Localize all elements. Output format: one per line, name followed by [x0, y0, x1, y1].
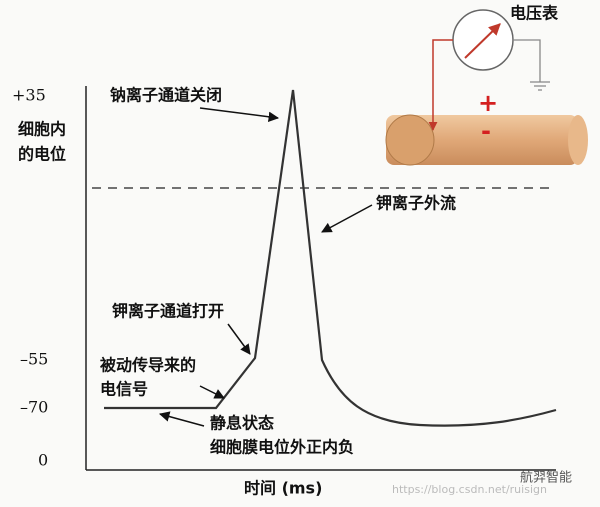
annotation: 细胞膜电位外正内负 [210, 438, 354, 457]
potential-curve [104, 89, 557, 427]
axon-face [385, 114, 435, 166]
plus: + [478, 89, 498, 117]
wire [513, 39, 541, 82]
needle [464, 23, 501, 59]
annotation-arrow [227, 323, 251, 355]
annotation: 钠离子通道关闭 [110, 86, 222, 105]
tick-label: +35 [12, 86, 46, 105]
meter-title: 电压表 [510, 4, 559, 23]
annotation: 电信号 [100, 380, 148, 399]
annotation-arrow [199, 107, 280, 123]
annotation-arrow [321, 204, 373, 233]
axon-end [568, 115, 588, 165]
annotation-arrow [158, 411, 205, 427]
minus: - [481, 117, 491, 145]
tick-label: 0 [38, 451, 48, 470]
annotation-arrow [199, 385, 225, 399]
wire [428, 39, 453, 131]
ground [530, 81, 550, 91]
annotation: 被动传导来的 [100, 356, 196, 375]
annotation: 钾离子外流 [376, 194, 456, 213]
y-label: 的电位 [18, 145, 66, 164]
watermark-brand: 航羿智能 [520, 470, 572, 486]
tick-label: –70 [20, 398, 48, 417]
annotation: 钾离子通道打开 [112, 302, 224, 321]
watermark-url: https://blog.csdn.net/ruisign [392, 483, 547, 496]
annotation: 静息状态 [210, 414, 274, 433]
x-label: 时间 (ms) [244, 479, 322, 498]
tick-label: –55 [20, 350, 48, 369]
y-label: 细胞内 [18, 120, 66, 139]
